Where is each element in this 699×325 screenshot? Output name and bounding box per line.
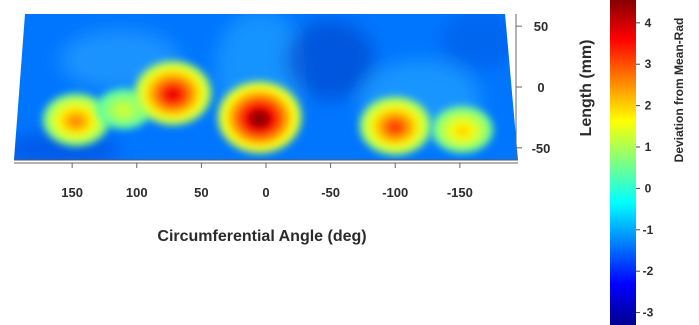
x-tick-group: 150 100 50 0 -50 -100 -150	[61, 163, 473, 200]
hotspot-contour	[70, 116, 83, 127]
hotspot-contour	[166, 88, 180, 101]
colorbar-tick-label: 3	[645, 57, 652, 71]
y-tick-group: 50 0 -50	[516, 19, 550, 156]
x-tick-label: 150	[61, 185, 83, 200]
colorbar-tick-label: 0	[645, 181, 652, 195]
colorbar-tick-label: 2	[645, 99, 652, 113]
colorbar: 4 3 2 1 0 -1 -2 -3 Deviation from Mean-Rad	[610, 0, 686, 325]
colorbar-tick-group: 4 3 2 1 0 -1 -2 -3	[636, 16, 654, 320]
y-tick-label: 50	[534, 19, 548, 34]
heatmap-surface	[14, 14, 518, 160]
hotspot-contour	[388, 122, 402, 133]
colorbar-tick-label: -3	[643, 306, 654, 320]
x-tick-label: 50	[194, 185, 208, 200]
dark-streak	[440, 14, 518, 70]
colorbar-title: Deviation from Mean-Rad	[672, 18, 686, 163]
hotspot	[217, 81, 302, 154]
y-tick-label: -50	[532, 141, 551, 156]
x-tick-label: -50	[321, 185, 340, 200]
colorbar-gradient	[610, 0, 636, 325]
hotspot-contour	[251, 112, 268, 126]
colorbar-tick-label: -2	[643, 264, 654, 278]
hotspot-contour	[456, 126, 468, 136]
x-tick-label: 0	[262, 185, 269, 200]
hotspot-contour	[118, 106, 129, 115]
hotspot	[134, 60, 212, 126]
hotspot	[431, 106, 494, 154]
x-tick-label: -100	[382, 185, 408, 200]
hotspot	[359, 96, 432, 156]
x-axis: 150 100 50 0 -50 -100 -150 Circumferential Ang…	[14, 162, 518, 245]
colorbar-tick-label: -1	[643, 223, 654, 237]
hotspot	[42, 93, 110, 147]
y-axis: 50 0 -50 Length (mm)	[515, 14, 595, 160]
y-axis-title: Length (mm)	[578, 40, 595, 137]
x-tick-label: -150	[447, 185, 473, 200]
colorbar-tick-label: 1	[645, 140, 652, 154]
x-tick-label: 100	[126, 185, 148, 200]
x-axis-title: Circumferential Angle (deg)	[157, 228, 366, 245]
y-tick-label: 0	[537, 80, 544, 95]
hotspot-layer	[42, 60, 494, 156]
dark-streak	[285, 20, 375, 100]
colorbar-tick-label: 4	[645, 16, 652, 30]
